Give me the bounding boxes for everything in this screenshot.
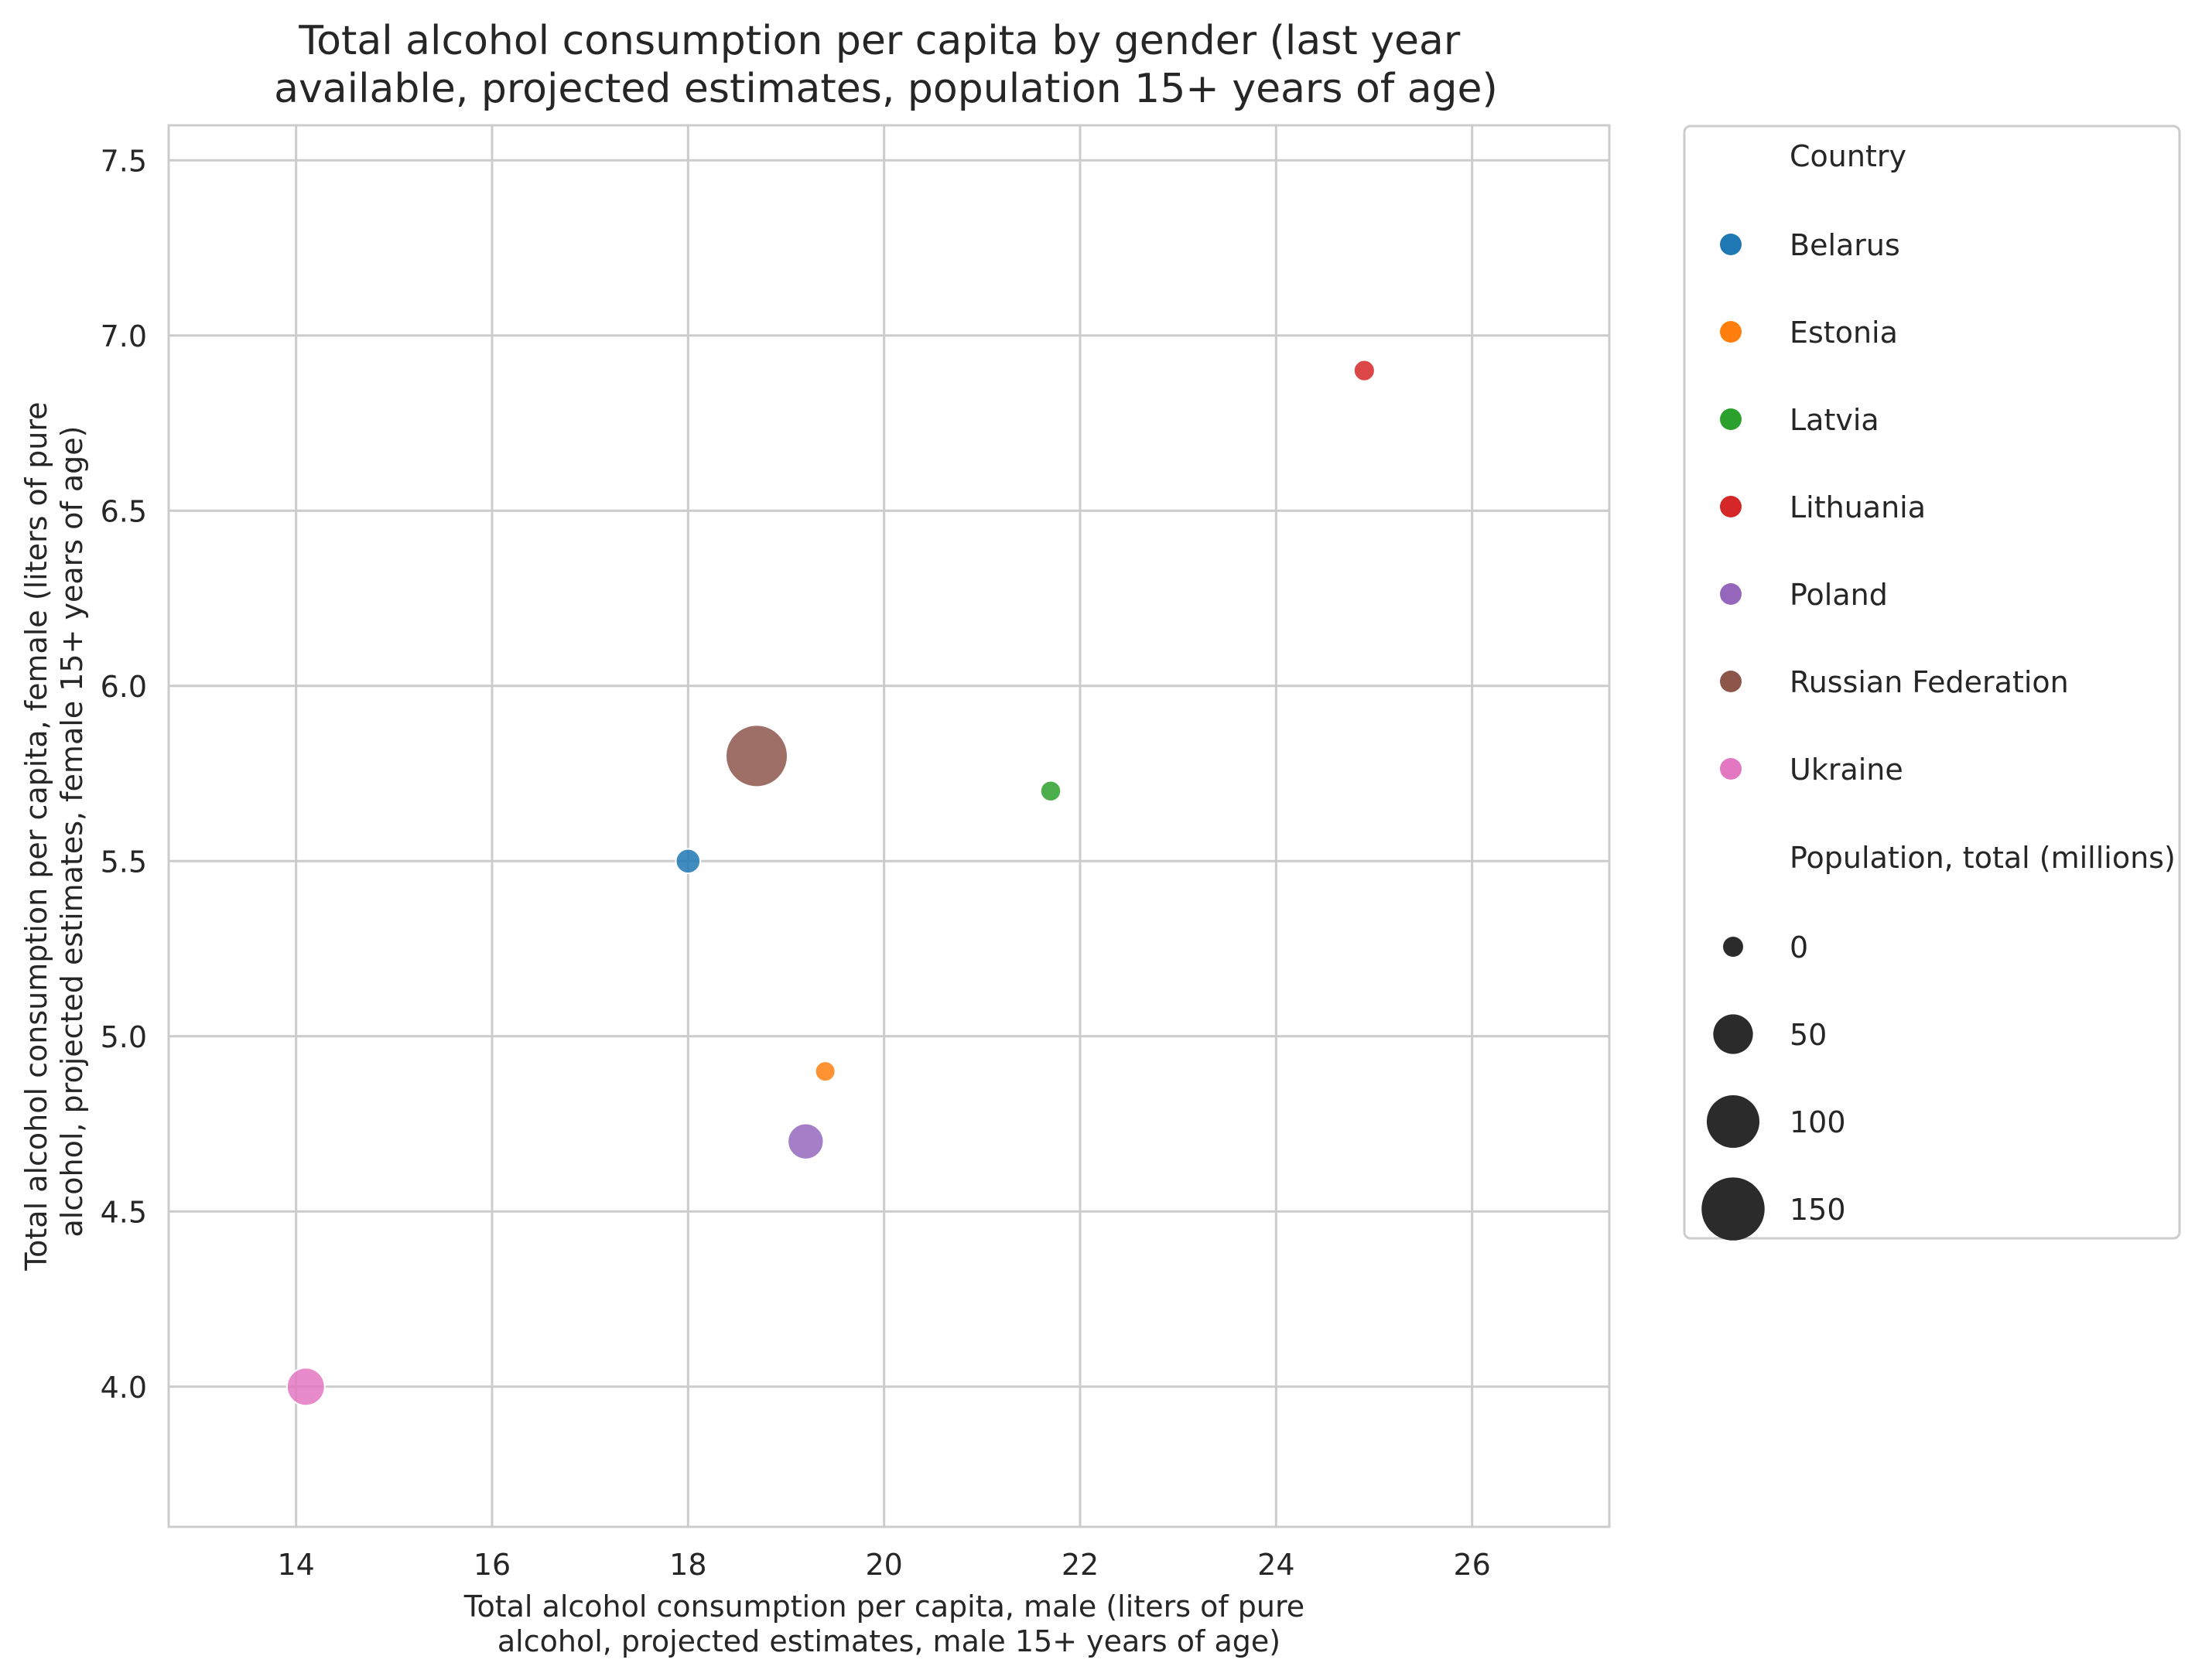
legend-marker-latvia (1720, 408, 1742, 430)
point-ukraine (285, 1367, 326, 1407)
x-tick-label: 24 (1257, 1548, 1294, 1582)
y-tick-label: 6.5 (101, 494, 147, 528)
data-points (285, 359, 1376, 1407)
legend: Country Belarus Estonia Latvia Lithuania Pol… (1683, 125, 2181, 1241)
x-tick-label: 18 (669, 1548, 706, 1582)
legend-size-marker-0 (1723, 937, 1743, 957)
legend-marker-poland (1720, 583, 1742, 605)
point-russian-federation (725, 724, 788, 788)
y-tick-label: 5.5 (101, 845, 147, 879)
legend-size-label-100: 100 (1790, 1105, 1846, 1139)
legend-hue-title: Country (1790, 139, 1906, 173)
chart-title-line-1: Total alcohol consumption per capita by … (298, 18, 1461, 64)
y-axis-label-line-1: Total alcohol consumption per capita, fe… (19, 401, 53, 1271)
point-belarus (675, 848, 702, 875)
y-tick-labels: 4.0 4.5 5.0 5.5 6.0 6.5 7.0 7.5 (101, 144, 147, 1405)
legend-marker-ukraine (1720, 758, 1742, 780)
y-axis-label-line-2: alcohol, projected estimates, female 15+… (55, 426, 89, 1238)
legend-label-belarus: Belarus (1790, 228, 1900, 262)
legend-marker-estonia (1720, 321, 1742, 343)
legend-label-russian-federation: Russian Federation (1790, 665, 2069, 699)
x-tick-label: 14 (277, 1548, 314, 1582)
legend-label-lithuania: Lithuania (1790, 490, 1926, 524)
plot-area-frame (167, 124, 1611, 1528)
legend-label-estonia: Estonia (1790, 316, 1898, 350)
legend-label-ukraine: Ukraine (1790, 753, 1903, 787)
y-axis-label: Total alcohol consumption per capita, fe… (19, 392, 89, 1271)
legend-size-marker-50 (1713, 1014, 1753, 1054)
point-latvia (1039, 780, 1062, 802)
legend-marker-lithuania (1720, 496, 1742, 517)
chart-title-line-2: available, projected estimates, populati… (274, 66, 1498, 112)
y-tick-label: 6.0 (101, 670, 147, 704)
y-tick-label: 4.5 (101, 1195, 147, 1229)
y-tick-label: 4.0 (101, 1371, 147, 1405)
x-tick-label: 26 (1453, 1548, 1490, 1582)
legend-marker-russian-federation (1720, 671, 1742, 692)
point-estonia (814, 1060, 836, 1083)
x-axis-label-line-2: alcohol, projected estimates, male 15+ y… (497, 1624, 1280, 1658)
legend-size-label-50: 50 (1790, 1018, 1827, 1052)
legend-marker-belarus (1720, 234, 1742, 255)
grid-lines (169, 125, 1609, 1527)
legend-size-label-0: 0 (1790, 930, 1808, 965)
legend-size-marker-100 (1706, 1094, 1760, 1149)
x-tick-label: 16 (474, 1548, 511, 1582)
legend-frame (1683, 125, 2181, 1240)
legend-label-poland: Poland (1790, 578, 1888, 612)
x-axis-label: Total alcohol consumption per capita, ma… (463, 1590, 1315, 1658)
x-tick-label: 22 (1062, 1548, 1099, 1582)
x-tick-labels: 14 16 18 20 22 24 26 (277, 1548, 1490, 1582)
legend-size-marker-150 (1701, 1177, 1765, 1241)
y-tick-label: 5.0 (101, 1020, 147, 1054)
y-tick-label: 7.5 (101, 144, 147, 178)
legend-size-title: Population, total (millions) (1790, 841, 2176, 875)
x-tick-label: 20 (865, 1548, 902, 1582)
legend-size-label-150: 150 (1790, 1193, 1846, 1227)
point-poland (787, 1122, 825, 1160)
point-lithuania (1352, 359, 1376, 382)
legend-size-items: 0 50 100 150 (1701, 930, 1846, 1241)
legend-country-items: Belarus Estonia Latvia Lithuania Poland Russi… (1720, 228, 2069, 787)
legend-label-latvia: Latvia (1790, 403, 1879, 437)
y-tick-label: 7.0 (101, 319, 147, 353)
x-axis-label-line-1: Total alcohol consumption per capita, ma… (463, 1590, 1304, 1624)
chart-title: Total alcohol consumption per capita by … (274, 18, 1498, 112)
